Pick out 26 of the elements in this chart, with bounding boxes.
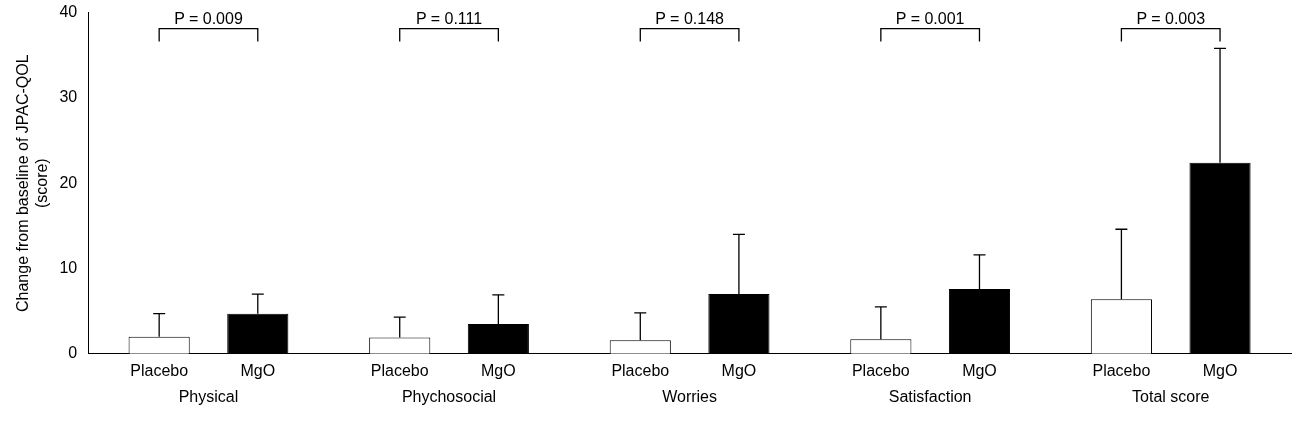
- x-tick-label: Phychosocial: [401, 387, 497, 405]
- y-tick-label: 0: [68, 344, 78, 362]
- text: Placebo: [1092, 362, 1151, 380]
- annotation: P = 0.111: [415, 10, 483, 28]
- text: Placebo: [611, 362, 670, 380]
- annotation: P = 0.001: [895, 10, 965, 28]
- x-tick-label: Satisfaction: [888, 387, 972, 405]
- text: MgO: [1202, 362, 1238, 380]
- x-tick-label: Worries: [662, 387, 718, 405]
- text: MgO: [962, 362, 997, 380]
- x-tick-label: Total score: [1132, 387, 1210, 405]
- annotation: P = 0.009: [174, 10, 243, 28]
- text: MgO: [481, 362, 516, 380]
- y-tick-label: 20: [59, 173, 78, 191]
- text: Placebo: [851, 362, 910, 380]
- x-tick-label: Physical: [178, 387, 239, 405]
- y-axis-title: Change from baseline of JPAC-QOL (score): [14, 54, 51, 312]
- text: Placebo: [370, 362, 429, 380]
- y-tick-label: 30: [59, 88, 78, 106]
- y-tick-label: 10: [59, 258, 78, 276]
- annotation: P = 0.003: [1136, 10, 1206, 28]
- series-label: Placebo: [130, 362, 189, 380]
- annotation: P = 0.148: [655, 10, 725, 28]
- y-tick-label: 40: [59, 3, 78, 21]
- text: MgO: [721, 362, 757, 380]
- series-label: MgO: [240, 362, 276, 380]
